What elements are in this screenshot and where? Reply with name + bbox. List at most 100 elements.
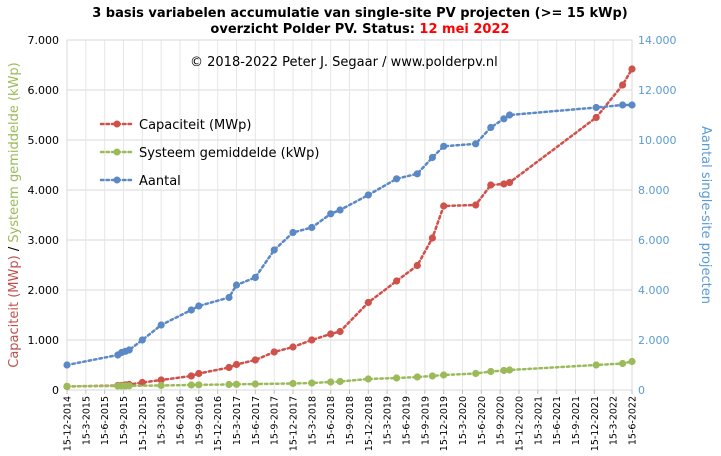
data-point-systeem xyxy=(428,372,436,380)
data-point-aantal xyxy=(232,281,241,289)
x-tick-label: 15-6-2017 xyxy=(251,396,262,445)
x-tick-label: 15-3-2016 xyxy=(157,396,168,445)
right-tick-label: 0 xyxy=(638,384,645,397)
legend-item-systeem: Systeem gemiddelde (kWp) xyxy=(99,146,319,161)
x-tick-label: 15-9-2017 xyxy=(270,396,281,445)
data-point-aantal xyxy=(327,210,335,218)
x-tick-label: 15-12-2021 xyxy=(590,396,601,451)
x-tick-label: 15-9-2019 xyxy=(420,396,431,445)
data-point-capaciteit xyxy=(289,343,297,351)
data-point-aantal xyxy=(138,336,146,344)
data-point-aantal xyxy=(63,361,71,369)
data-point-capaciteit xyxy=(500,180,508,188)
data-point-capaciteit xyxy=(413,261,421,270)
x-tick-label: 15-3-2022 xyxy=(609,396,620,445)
legend-marker-capaciteit xyxy=(113,120,121,128)
data-point-aantal xyxy=(187,306,195,314)
legend-label-capaciteit: Capaciteit (MWp) xyxy=(139,118,251,133)
data-point-aantal xyxy=(500,115,508,123)
x-tick-label: 15-6-2019 xyxy=(402,396,413,445)
gridlines xyxy=(66,39,633,391)
data-point-capaciteit xyxy=(232,360,241,369)
data-point-capaciteit xyxy=(187,372,195,380)
chart-title-line1: 3 basis variabelen accumulatie van singl… xyxy=(92,6,628,21)
data-point-systeem xyxy=(187,381,195,389)
data-point-systeem xyxy=(506,366,514,374)
data-point-capaciteit xyxy=(327,330,335,338)
data-point-systeem xyxy=(251,380,259,388)
x-tick-label: 15-9-2018 xyxy=(345,396,356,445)
left-axis-title-systeem: Systeem gemiddelde (kWp) xyxy=(7,62,22,242)
data-point-systeem xyxy=(308,379,316,387)
x-tick-label: 15-12-2017 xyxy=(289,396,300,451)
data-point-capaciteit xyxy=(157,376,165,384)
data-point-capaciteit xyxy=(506,178,514,187)
data-point-aantal xyxy=(619,101,627,109)
right-tick-label: 10.000 xyxy=(638,134,677,147)
series-group xyxy=(63,65,636,391)
left-axis-title-separator: / xyxy=(7,243,22,256)
data-point-aantal xyxy=(364,191,372,199)
chart-status-date: 12 mei 2022 xyxy=(419,22,509,37)
data-point-aantal xyxy=(270,246,278,254)
x-tick-label: 15-6-2015 xyxy=(100,396,111,445)
data-point-aantal xyxy=(393,175,401,183)
x-tick-label: 15-6-2016 xyxy=(176,396,187,445)
data-point-aantal xyxy=(195,302,203,310)
left-tick-label: 2.000 xyxy=(28,284,60,297)
data-point-aantal xyxy=(251,273,259,282)
left-axis-title-capaciteit: Capaciteit (MWp) xyxy=(7,255,22,367)
left-tick-label: 4.000 xyxy=(28,184,60,197)
x-tick-label: 15-3-2021 xyxy=(533,396,544,445)
data-point-capaciteit xyxy=(428,234,436,242)
data-point-aantal xyxy=(413,170,421,178)
data-point-capaciteit xyxy=(308,336,316,344)
x-tick-label: 15-3-2017 xyxy=(232,396,243,445)
data-point-capaciteit xyxy=(138,378,146,387)
legend-marker-aantal xyxy=(113,176,121,184)
data-point-capaciteit xyxy=(225,363,233,372)
data-point-aantal xyxy=(336,206,344,214)
x-tick-label: 15-9-2015 xyxy=(119,396,130,445)
data-point-systeem xyxy=(472,369,480,378)
data-point-systeem xyxy=(125,382,133,390)
x-tick-label: 15-6-2021 xyxy=(552,396,563,445)
data-point-capaciteit xyxy=(487,181,495,189)
left-tick-label: 0 xyxy=(52,384,59,397)
chart-title-line2: overzicht Polder PV. Status: 12 mei 2022 xyxy=(210,22,509,37)
data-point-systeem xyxy=(195,381,203,389)
x-tick-label: 15-12-2019 xyxy=(439,396,450,451)
right-tick-label: 8.000 xyxy=(638,184,670,197)
data-point-aantal xyxy=(308,223,316,232)
x-tick-label: 15-12-2020 xyxy=(515,396,526,451)
x-tick-label: 15-6-2020 xyxy=(477,396,488,445)
x-tick-label: 15-3-2020 xyxy=(458,396,469,445)
data-point-aantal xyxy=(487,123,495,132)
data-point-capaciteit xyxy=(251,356,259,364)
data-point-aantal xyxy=(428,153,436,162)
data-point-aantal xyxy=(506,111,514,119)
data-point-aantal xyxy=(440,142,448,150)
data-point-systeem xyxy=(592,361,600,369)
left-tick-label: 6.000 xyxy=(28,84,60,97)
data-point-systeem xyxy=(336,377,344,386)
data-point-capaciteit xyxy=(364,298,372,307)
x-tick-label: 15-9-2021 xyxy=(571,396,582,445)
legend-marker-systeem xyxy=(113,148,121,156)
data-point-systeem xyxy=(619,359,627,368)
x-tick-label: 15-3-2018 xyxy=(307,396,318,445)
data-point-aantal xyxy=(289,228,297,237)
data-point-capaciteit xyxy=(270,348,278,356)
legend: Capaciteit (MWp) Systeem gemiddelde (kWp… xyxy=(99,118,319,189)
x-tick-label: 15-9-2020 xyxy=(496,396,507,445)
data-point-capaciteit xyxy=(195,369,203,378)
data-point-capaciteit xyxy=(440,202,448,210)
data-point-capaciteit xyxy=(472,201,480,209)
legend-item-capaciteit: Capaciteit (MWp) xyxy=(99,118,251,133)
x-tick-label: 15-6-2022 xyxy=(628,396,639,445)
series-systeem xyxy=(63,357,636,390)
data-point-aantal xyxy=(225,293,233,302)
x-tick-label: 15-12-2014 xyxy=(63,396,74,451)
x-tick-label: 15-3-2019 xyxy=(383,396,394,445)
